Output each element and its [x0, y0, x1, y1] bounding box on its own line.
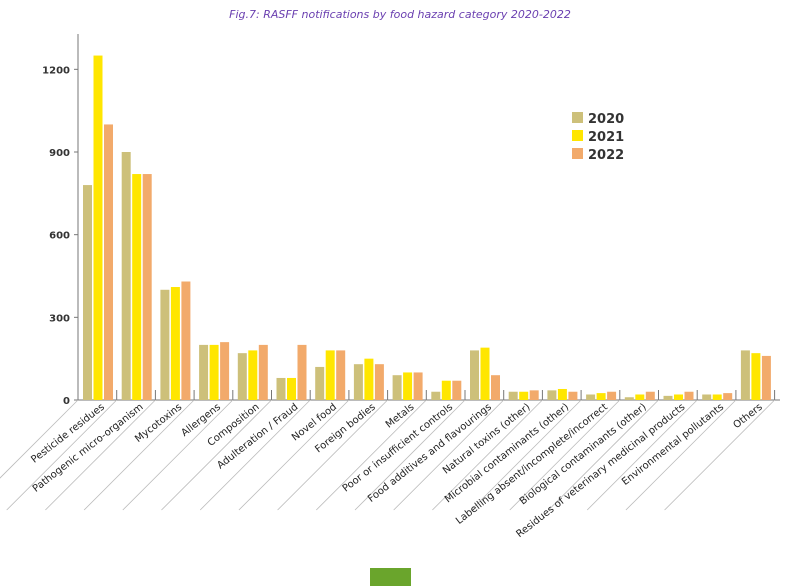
bar-2020-14	[624, 397, 634, 400]
y-tick-label: 0	[63, 396, 70, 407]
category-guide-line	[509, 399, 621, 511]
category-guide-line	[548, 399, 659, 511]
bar-2020-11	[508, 391, 518, 400]
legend-swatch-2022	[572, 148, 583, 159]
category-guide-line	[354, 399, 466, 511]
category-guide-line	[664, 399, 775, 511]
bar-2021-1	[132, 174, 142, 400]
bar-2022-11	[529, 390, 539, 400]
bar-2021-5	[287, 377, 296, 400]
axes: 0 300 600 900 1200	[0, 34, 780, 511]
bar-2020-1	[121, 152, 131, 400]
category-guide-line	[0, 399, 79, 479]
bar-2022-16	[723, 393, 733, 400]
bar-2020-15	[663, 395, 673, 400]
category-guide-line	[122, 399, 234, 511]
bar-2020-16	[702, 394, 712, 400]
bar-2020-8	[392, 375, 402, 400]
bar-2021-12	[557, 388, 567, 400]
y-tick-label: 900	[49, 148, 70, 159]
category-guide-line	[432, 399, 543, 511]
bar-2020-6	[315, 366, 325, 400]
bar-2022-8	[413, 372, 423, 400]
bar-2022-9	[452, 380, 462, 400]
bar-2021-16	[712, 394, 722, 400]
category-guide-line	[45, 399, 156, 511]
bar-2020-12	[547, 390, 557, 400]
category-guide-line	[199, 399, 311, 511]
bar-2022-0	[104, 124, 113, 400]
legend-label-2022: 2022	[588, 148, 624, 163]
bar-2021-8	[403, 372, 413, 400]
bar-2022-1	[142, 174, 152, 400]
bar-2022-14	[645, 391, 655, 400]
bars	[83, 55, 771, 401]
bar-2020-10	[470, 350, 479, 400]
category-guide-line	[238, 399, 350, 511]
bar-2020-9	[431, 391, 441, 400]
bar-2022-13	[607, 391, 617, 400]
bar-2022-12	[568, 391, 578, 400]
bar-2022-15	[684, 391, 694, 400]
category-guide-line	[393, 399, 504, 511]
category-guide-line	[316, 399, 427, 511]
bar-2020-7	[353, 364, 363, 400]
bar-2020-5	[276, 377, 286, 400]
legend-label-2020: 2020	[588, 112, 624, 127]
bar-2020-4	[237, 353, 247, 400]
y-tick-label: 300	[49, 313, 70, 324]
category-guide-line	[470, 399, 582, 511]
bar-2021-4	[248, 350, 258, 400]
bar-2020-13	[586, 394, 596, 400]
category-guide-line	[277, 399, 388, 511]
bar-2021-15	[674, 394, 683, 400]
bar-2022-2	[181, 281, 191, 400]
bar-2021-7	[364, 358, 374, 400]
legend-swatch-2020	[572, 112, 583, 123]
y-tick-label: 600	[49, 231, 70, 242]
bar-2022-17	[761, 355, 771, 400]
bar-2021-13	[596, 393, 606, 400]
bar-2021-14	[635, 394, 645, 400]
bar-2021-2	[170, 287, 180, 400]
bar-2020-3	[199, 344, 209, 400]
category-guide-line	[586, 399, 698, 511]
bar-2020-2	[160, 289, 170, 400]
y-tick-label: 1200	[42, 65, 70, 76]
bar-2022-6	[336, 350, 346, 400]
bar-2021-6	[325, 350, 335, 400]
bar-2021-10	[480, 347, 490, 400]
page-marker	[370, 568, 411, 586]
category-guide-line	[161, 399, 272, 511]
bar-2020-17	[740, 350, 750, 400]
category-guide-line	[625, 399, 737, 511]
bar-2021-0	[93, 55, 103, 401]
chart-title: Fig.7: RASFF notifications by food hazar…	[229, 8, 571, 21]
bar-2022-7	[374, 364, 384, 400]
bar-2022-10	[491, 375, 500, 400]
bar-2021-9	[441, 380, 451, 400]
bar-2020-0	[83, 185, 92, 400]
category-guide-line	[83, 399, 195, 511]
bar-2021-11	[519, 391, 529, 400]
bar-2022-3	[220, 342, 230, 400]
legend-swatch-2021	[572, 130, 583, 141]
bar-2022-4	[258, 344, 268, 400]
bar-2022-5	[297, 344, 307, 400]
legend-label-2021: 2021	[588, 130, 624, 145]
legend: 2020 2021 2022	[572, 112, 624, 163]
bar-2021-17	[751, 353, 761, 400]
category-guide-line	[6, 399, 117, 511]
bar-2021-3	[209, 344, 219, 400]
